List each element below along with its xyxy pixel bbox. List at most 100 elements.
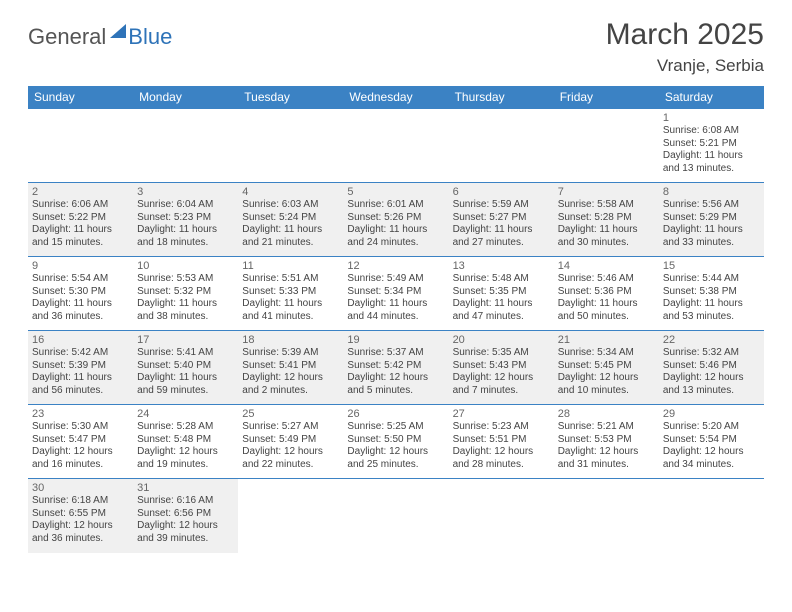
day-header-row: SundayMondayTuesdayWednesdayThursdayFrid…: [28, 86, 764, 109]
day-sunrise: Sunrise: 5:53 AM: [137, 273, 234, 286]
day-cell: 7Sunrise: 5:58 AMSunset: 5:28 PMDaylight…: [554, 183, 659, 257]
day-sunrise: Sunrise: 5:58 AM: [558, 199, 655, 212]
day-number: 9: [32, 260, 129, 272]
day-day2: and 34 minutes.: [663, 459, 760, 472]
logo: General Blue: [28, 18, 172, 50]
day-sunrise: Sunrise: 5:25 AM: [347, 421, 444, 434]
day-cell: 12Sunrise: 5:49 AMSunset: 5:34 PMDayligh…: [343, 257, 448, 331]
day-sunset: Sunset: 5:51 PM: [453, 434, 550, 447]
day-day2: and 47 minutes.: [453, 311, 550, 324]
day-sunset: Sunset: 5:50 PM: [347, 434, 444, 447]
day-sunrise: Sunrise: 5:51 AM: [242, 273, 339, 286]
day-number: 14: [558, 260, 655, 272]
day-day2: and 36 minutes.: [32, 311, 129, 324]
day-sunset: Sunset: 5:53 PM: [558, 434, 655, 447]
day-number: 1: [663, 112, 760, 124]
day-day1: Daylight: 11 hours: [453, 224, 550, 237]
day-sunset: Sunset: 5:24 PM: [242, 212, 339, 225]
calendar-head: SundayMondayTuesdayWednesdayThursdayFrid…: [28, 86, 764, 109]
day-sunrise: Sunrise: 6:18 AM: [32, 495, 129, 508]
day-day2: and 36 minutes.: [32, 533, 129, 546]
week-row: 23Sunrise: 5:30 AMSunset: 5:47 PMDayligh…: [28, 405, 764, 479]
day-day1: Daylight: 12 hours: [137, 446, 234, 459]
day-header: Wednesday: [343, 86, 448, 109]
day-day1: Daylight: 11 hours: [242, 224, 339, 237]
day-sunset: Sunset: 5:21 PM: [663, 138, 760, 151]
day-sunset: Sunset: 5:45 PM: [558, 360, 655, 373]
week-row: 1Sunrise: 6:08 AMSunset: 5:21 PMDaylight…: [28, 109, 764, 183]
day-number: 5: [347, 186, 444, 198]
day-day1: Daylight: 11 hours: [663, 224, 760, 237]
day-sunrise: Sunrise: 5:56 AM: [663, 199, 760, 212]
day-sunrise: Sunrise: 6:03 AM: [242, 199, 339, 212]
day-day1: Daylight: 11 hours: [242, 298, 339, 311]
day-day2: and 33 minutes.: [663, 237, 760, 250]
day-day2: and 21 minutes.: [242, 237, 339, 250]
day-sunset: Sunset: 5:47 PM: [32, 434, 129, 447]
day-cell: 4Sunrise: 6:03 AMSunset: 5:24 PMDaylight…: [238, 183, 343, 257]
day-header: Sunday: [28, 86, 133, 109]
day-number: 22: [663, 334, 760, 346]
calendar-body: 1Sunrise: 6:08 AMSunset: 5:21 PMDaylight…: [28, 109, 764, 553]
day-sunset: Sunset: 5:35 PM: [453, 286, 550, 299]
day-number: 10: [137, 260, 234, 272]
day-sunset: Sunset: 5:48 PM: [137, 434, 234, 447]
day-sunrise: Sunrise: 5:35 AM: [453, 347, 550, 360]
day-day2: and 28 minutes.: [453, 459, 550, 472]
empty-cell: [238, 479, 343, 553]
day-cell: 19Sunrise: 5:37 AMSunset: 5:42 PMDayligh…: [343, 331, 448, 405]
day-number: 31: [137, 482, 234, 494]
day-day1: Daylight: 11 hours: [663, 298, 760, 311]
day-sunrise: Sunrise: 6:16 AM: [137, 495, 234, 508]
day-sunset: Sunset: 5:46 PM: [663, 360, 760, 373]
day-day1: Daylight: 11 hours: [347, 224, 444, 237]
day-cell: 10Sunrise: 5:53 AMSunset: 5:32 PMDayligh…: [133, 257, 238, 331]
day-cell: 29Sunrise: 5:20 AMSunset: 5:54 PMDayligh…: [659, 405, 764, 479]
day-day1: Daylight: 11 hours: [137, 372, 234, 385]
day-sunrise: Sunrise: 5:39 AM: [242, 347, 339, 360]
day-sunrise: Sunrise: 5:44 AM: [663, 273, 760, 286]
day-sunset: Sunset: 5:43 PM: [453, 360, 550, 373]
week-row: 16Sunrise: 5:42 AMSunset: 5:39 PMDayligh…: [28, 331, 764, 405]
day-day1: Daylight: 12 hours: [242, 372, 339, 385]
day-cell: 23Sunrise: 5:30 AMSunset: 5:47 PMDayligh…: [28, 405, 133, 479]
day-day2: and 15 minutes.: [32, 237, 129, 250]
day-number: 18: [242, 334, 339, 346]
day-sunrise: Sunrise: 5:59 AM: [453, 199, 550, 212]
day-day1: Daylight: 12 hours: [663, 446, 760, 459]
day-cell: 3Sunrise: 6:04 AMSunset: 5:23 PMDaylight…: [133, 183, 238, 257]
day-number: 4: [242, 186, 339, 198]
day-number: 27: [453, 408, 550, 420]
header: General Blue March 2025 Vranje, Serbia: [28, 18, 764, 76]
day-day1: Daylight: 12 hours: [558, 372, 655, 385]
day-day2: and 5 minutes.: [347, 385, 444, 398]
day-cell: 22Sunrise: 5:32 AMSunset: 5:46 PMDayligh…: [659, 331, 764, 405]
title-block: March 2025 Vranje, Serbia: [606, 18, 764, 76]
day-header: Friday: [554, 86, 659, 109]
day-number: 30: [32, 482, 129, 494]
day-number: 7: [558, 186, 655, 198]
day-day2: and 13 minutes.: [663, 163, 760, 176]
day-day2: and 7 minutes.: [453, 385, 550, 398]
day-day1: Daylight: 12 hours: [32, 446, 129, 459]
day-day1: Daylight: 11 hours: [32, 372, 129, 385]
day-sunset: Sunset: 5:39 PM: [32, 360, 129, 373]
day-sunset: Sunset: 6:56 PM: [137, 508, 234, 521]
day-day1: Daylight: 11 hours: [137, 224, 234, 237]
week-row: 9Sunrise: 5:54 AMSunset: 5:30 PMDaylight…: [28, 257, 764, 331]
empty-cell: [238, 109, 343, 183]
day-cell: 30Sunrise: 6:18 AMSunset: 6:55 PMDayligh…: [28, 479, 133, 553]
day-day1: Daylight: 11 hours: [558, 224, 655, 237]
day-day2: and 38 minutes.: [137, 311, 234, 324]
day-day1: Daylight: 11 hours: [453, 298, 550, 311]
day-day2: and 56 minutes.: [32, 385, 129, 398]
day-cell: 16Sunrise: 5:42 AMSunset: 5:39 PMDayligh…: [28, 331, 133, 405]
day-day2: and 27 minutes.: [453, 237, 550, 250]
day-cell: 13Sunrise: 5:48 AMSunset: 5:35 PMDayligh…: [449, 257, 554, 331]
day-number: 17: [137, 334, 234, 346]
day-day2: and 50 minutes.: [558, 311, 655, 324]
day-header: Tuesday: [238, 86, 343, 109]
day-sunset: Sunset: 5:32 PM: [137, 286, 234, 299]
day-sunrise: Sunrise: 5:41 AM: [137, 347, 234, 360]
day-day1: Daylight: 12 hours: [347, 446, 444, 459]
